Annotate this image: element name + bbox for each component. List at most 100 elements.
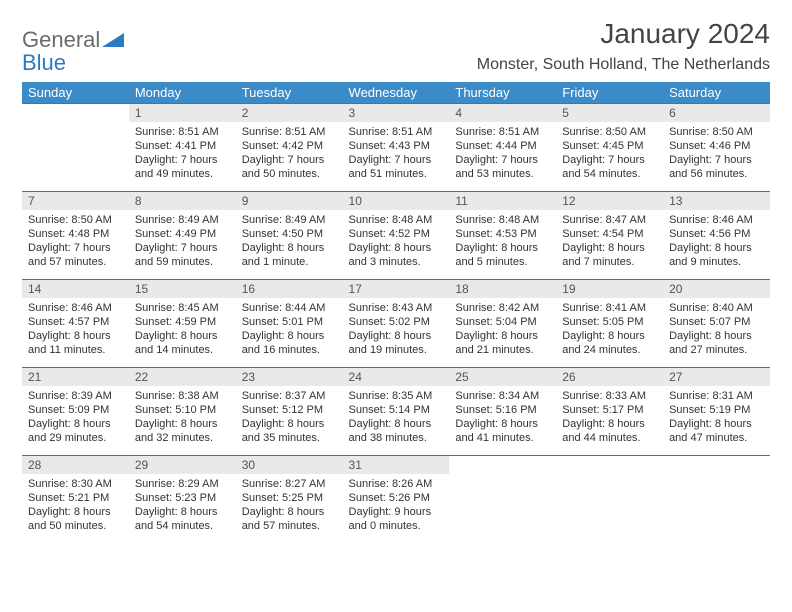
calendar-week-row: 28Sunrise: 8:30 AMSunset: 5:21 PMDayligh… <box>22 456 770 544</box>
weekday-header-row: SundayMondayTuesdayWednesdayThursdayFrid… <box>22 82 770 104</box>
day-details: Sunrise: 8:26 AMSunset: 5:26 PMDaylight:… <box>343 474 450 538</box>
title-block: January 2024 Monster, South Holland, The… <box>477 18 770 74</box>
day-details: Sunrise: 8:49 AMSunset: 4:49 PMDaylight:… <box>129 210 236 274</box>
calendar-week-row: .1Sunrise: 8:51 AMSunset: 4:41 PMDayligh… <box>22 104 770 192</box>
day-details: Sunrise: 8:48 AMSunset: 4:53 PMDaylight:… <box>449 210 556 274</box>
day-details: Sunrise: 8:51 AMSunset: 4:41 PMDaylight:… <box>129 122 236 186</box>
calendar-cell: 5Sunrise: 8:50 AMSunset: 4:45 PMDaylight… <box>556 104 663 192</box>
day-number: 15 <box>129 280 236 298</box>
day-number: 26 <box>556 368 663 386</box>
weekday-header: Thursday <box>449 82 556 104</box>
day-details: Sunrise: 8:50 AMSunset: 4:48 PMDaylight:… <box>22 210 129 274</box>
calendar-cell: 20Sunrise: 8:40 AMSunset: 5:07 PMDayligh… <box>663 280 770 368</box>
weekday-header: Tuesday <box>236 82 343 104</box>
calendar-cell: 29Sunrise: 8:29 AMSunset: 5:23 PMDayligh… <box>129 456 236 544</box>
logo-part2: Blue <box>22 50 66 75</box>
calendar-cell: 27Sunrise: 8:31 AMSunset: 5:19 PMDayligh… <box>663 368 770 456</box>
day-details: Sunrise: 8:35 AMSunset: 5:14 PMDaylight:… <box>343 386 450 450</box>
day-number: 20 <box>663 280 770 298</box>
calendar-cell: 19Sunrise: 8:41 AMSunset: 5:05 PMDayligh… <box>556 280 663 368</box>
day-number: 8 <box>129 192 236 210</box>
calendar-cell: 25Sunrise: 8:34 AMSunset: 5:16 PMDayligh… <box>449 368 556 456</box>
day-number: 9 <box>236 192 343 210</box>
calendar-cell: 1Sunrise: 8:51 AMSunset: 4:41 PMDaylight… <box>129 104 236 192</box>
day-number: 6 <box>663 104 770 122</box>
day-number: 5 <box>556 104 663 122</box>
calendar-cell: 7Sunrise: 8:50 AMSunset: 4:48 PMDaylight… <box>22 192 129 280</box>
day-details: Sunrise: 8:42 AMSunset: 5:04 PMDaylight:… <box>449 298 556 362</box>
day-details: Sunrise: 8:46 AMSunset: 4:56 PMDaylight:… <box>663 210 770 274</box>
calendar-cell: . <box>556 456 663 544</box>
weekday-header: Monday <box>129 82 236 104</box>
day-details: Sunrise: 8:33 AMSunset: 5:17 PMDaylight:… <box>556 386 663 450</box>
day-number: 21 <box>22 368 129 386</box>
calendar-cell: 16Sunrise: 8:44 AMSunset: 5:01 PMDayligh… <box>236 280 343 368</box>
calendar-body: .1Sunrise: 8:51 AMSunset: 4:41 PMDayligh… <box>22 104 770 544</box>
calendar-cell: 28Sunrise: 8:30 AMSunset: 5:21 PMDayligh… <box>22 456 129 544</box>
day-number: 7 <box>22 192 129 210</box>
calendar-cell: 9Sunrise: 8:49 AMSunset: 4:50 PMDaylight… <box>236 192 343 280</box>
weekday-header: Sunday <box>22 82 129 104</box>
calendar-cell: . <box>449 456 556 544</box>
calendar-cell: 2Sunrise: 8:51 AMSunset: 4:42 PMDaylight… <box>236 104 343 192</box>
day-details: Sunrise: 8:51 AMSunset: 4:42 PMDaylight:… <box>236 122 343 186</box>
day-number: 1 <box>129 104 236 122</box>
logo-text: General Blue <box>22 28 124 74</box>
day-number: 27 <box>663 368 770 386</box>
day-details: Sunrise: 8:31 AMSunset: 5:19 PMDaylight:… <box>663 386 770 450</box>
day-number: 25 <box>449 368 556 386</box>
calendar-cell: 26Sunrise: 8:33 AMSunset: 5:17 PMDayligh… <box>556 368 663 456</box>
calendar-cell: 14Sunrise: 8:46 AMSunset: 4:57 PMDayligh… <box>22 280 129 368</box>
day-details: Sunrise: 8:39 AMSunset: 5:09 PMDaylight:… <box>22 386 129 450</box>
day-number: 31 <box>343 456 450 474</box>
calendar-cell: 10Sunrise: 8:48 AMSunset: 4:52 PMDayligh… <box>343 192 450 280</box>
calendar-cell: 15Sunrise: 8:45 AMSunset: 4:59 PMDayligh… <box>129 280 236 368</box>
day-number: 14 <box>22 280 129 298</box>
day-number: 22 <box>129 368 236 386</box>
day-details: Sunrise: 8:50 AMSunset: 4:46 PMDaylight:… <box>663 122 770 186</box>
logo-part1: General <box>22 27 100 52</box>
calendar-week-row: 7Sunrise: 8:50 AMSunset: 4:48 PMDaylight… <box>22 192 770 280</box>
calendar-cell: 13Sunrise: 8:46 AMSunset: 4:56 PMDayligh… <box>663 192 770 280</box>
day-number: 12 <box>556 192 663 210</box>
day-number: 16 <box>236 280 343 298</box>
calendar-cell: 8Sunrise: 8:49 AMSunset: 4:49 PMDaylight… <box>129 192 236 280</box>
calendar-cell: 4Sunrise: 8:51 AMSunset: 4:44 PMDaylight… <box>449 104 556 192</box>
calendar-cell: 11Sunrise: 8:48 AMSunset: 4:53 PMDayligh… <box>449 192 556 280</box>
day-number: 2 <box>236 104 343 122</box>
day-details: Sunrise: 8:50 AMSunset: 4:45 PMDaylight:… <box>556 122 663 186</box>
calendar-table: SundayMondayTuesdayWednesdayThursdayFrid… <box>22 82 770 544</box>
weekday-header: Friday <box>556 82 663 104</box>
day-details: Sunrise: 8:47 AMSunset: 4:54 PMDaylight:… <box>556 210 663 274</box>
day-details: Sunrise: 8:46 AMSunset: 4:57 PMDaylight:… <box>22 298 129 362</box>
day-number: 13 <box>663 192 770 210</box>
day-number: 4 <box>449 104 556 122</box>
day-number: 30 <box>236 456 343 474</box>
calendar-cell: 31Sunrise: 8:26 AMSunset: 5:26 PMDayligh… <box>343 456 450 544</box>
day-details: Sunrise: 8:29 AMSunset: 5:23 PMDaylight:… <box>129 474 236 538</box>
logo-triangle-icon <box>102 33 124 47</box>
day-details: Sunrise: 8:27 AMSunset: 5:25 PMDaylight:… <box>236 474 343 538</box>
day-details: Sunrise: 8:38 AMSunset: 5:10 PMDaylight:… <box>129 386 236 450</box>
calendar-cell: 18Sunrise: 8:42 AMSunset: 5:04 PMDayligh… <box>449 280 556 368</box>
day-number: 24 <box>343 368 450 386</box>
day-number: 10 <box>343 192 450 210</box>
calendar-cell: 24Sunrise: 8:35 AMSunset: 5:14 PMDayligh… <box>343 368 450 456</box>
page-title: January 2024 <box>477 18 770 50</box>
day-number: 17 <box>343 280 450 298</box>
calendar-cell: 30Sunrise: 8:27 AMSunset: 5:25 PMDayligh… <box>236 456 343 544</box>
calendar-cell: . <box>22 104 129 192</box>
location: Monster, South Holland, The Netherlands <box>477 56 770 74</box>
calendar-cell: 21Sunrise: 8:39 AMSunset: 5:09 PMDayligh… <box>22 368 129 456</box>
day-details: Sunrise: 8:37 AMSunset: 5:12 PMDaylight:… <box>236 386 343 450</box>
day-details: Sunrise: 8:44 AMSunset: 5:01 PMDaylight:… <box>236 298 343 362</box>
day-number: 19 <box>556 280 663 298</box>
logo: General Blue <box>22 18 124 74</box>
day-number: 23 <box>236 368 343 386</box>
day-number: 29 <box>129 456 236 474</box>
day-number: 3 <box>343 104 450 122</box>
day-details: Sunrise: 8:49 AMSunset: 4:50 PMDaylight:… <box>236 210 343 274</box>
weekday-header: Wednesday <box>343 82 450 104</box>
calendar-cell: 22Sunrise: 8:38 AMSunset: 5:10 PMDayligh… <box>129 368 236 456</box>
calendar-cell: 23Sunrise: 8:37 AMSunset: 5:12 PMDayligh… <box>236 368 343 456</box>
